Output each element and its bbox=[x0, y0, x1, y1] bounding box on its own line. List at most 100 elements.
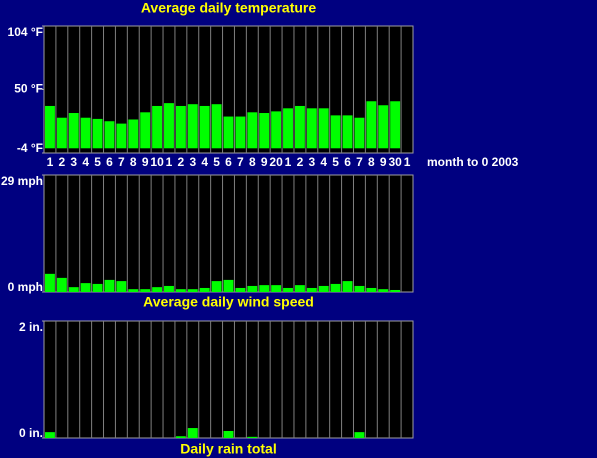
bar bbox=[92, 118, 103, 149]
bar bbox=[390, 101, 401, 149]
bar bbox=[259, 285, 270, 292]
bar bbox=[247, 112, 258, 149]
bar bbox=[116, 281, 127, 292]
bar bbox=[128, 119, 139, 149]
chart-title: Average daily wind speed bbox=[143, 294, 314, 310]
y-tick-label: 0 mph bbox=[8, 280, 43, 294]
bar bbox=[294, 105, 305, 149]
bar bbox=[378, 105, 389, 149]
bar bbox=[235, 116, 246, 149]
bar bbox=[271, 111, 282, 149]
plot-area bbox=[43, 174, 414, 293]
bar bbox=[294, 285, 305, 292]
bar bbox=[354, 285, 365, 292]
bar bbox=[366, 101, 377, 149]
bar bbox=[247, 436, 258, 438]
x-tick-label: 8 bbox=[249, 155, 256, 169]
bar bbox=[175, 105, 186, 149]
x-tick-label: 9 bbox=[142, 155, 149, 169]
x-tick-label: 4 bbox=[82, 155, 89, 169]
x-tick-label: 2 bbox=[178, 155, 185, 169]
bar bbox=[318, 108, 329, 149]
x-tick-label: 1 bbox=[404, 155, 411, 169]
bar bbox=[175, 289, 186, 292]
bar bbox=[56, 117, 67, 149]
y-tick-label: 2 in. bbox=[19, 320, 43, 334]
bar bbox=[45, 273, 55, 292]
x-tick-label: 3 bbox=[189, 155, 196, 169]
bar bbox=[259, 113, 270, 149]
x-tick-label: 6 bbox=[106, 155, 113, 169]
y-tick-label: -4 °F bbox=[17, 141, 43, 155]
bar bbox=[318, 285, 329, 292]
x-tick-label: 8 bbox=[368, 155, 375, 169]
bar bbox=[140, 112, 151, 149]
bar bbox=[56, 277, 67, 292]
x-tick-label: 7 bbox=[118, 155, 125, 169]
x-tick-label: 9 bbox=[380, 155, 387, 169]
bar bbox=[223, 430, 234, 438]
x-tick-label: 1 bbox=[285, 155, 292, 169]
bar bbox=[140, 289, 151, 292]
bar bbox=[354, 117, 365, 149]
bar bbox=[306, 287, 317, 292]
y-tick-label: 50 °F bbox=[14, 82, 43, 96]
bar bbox=[104, 121, 115, 149]
bar bbox=[247, 285, 258, 292]
bar bbox=[92, 283, 103, 292]
x-tick-label: 5 bbox=[332, 155, 339, 169]
bar bbox=[330, 283, 341, 292]
bar bbox=[68, 287, 79, 292]
bar bbox=[378, 289, 389, 292]
bar bbox=[116, 123, 127, 149]
y-tick-label: 29 mph bbox=[1, 174, 43, 188]
bar bbox=[211, 104, 222, 149]
bar bbox=[164, 285, 174, 292]
y-tick-label: 0 in. bbox=[19, 426, 43, 440]
bar bbox=[45, 432, 55, 438]
x-tick-label: 10 bbox=[150, 155, 164, 169]
x-tick-label: 6 bbox=[225, 155, 232, 169]
bar bbox=[128, 289, 139, 292]
x-tick-label: 8 bbox=[130, 155, 137, 169]
bar bbox=[342, 115, 353, 149]
x-tick-label: 9 bbox=[261, 155, 268, 169]
bar bbox=[211, 281, 222, 292]
bar bbox=[80, 117, 91, 149]
bar bbox=[366, 287, 377, 292]
chart-title: Daily rain total bbox=[180, 441, 276, 457]
x-tick-label: 3 bbox=[308, 155, 315, 169]
x-tick-label: 2 bbox=[297, 155, 304, 169]
y-tick-label: 104 °F bbox=[8, 25, 43, 39]
chart-title: Average daily temperature bbox=[141, 0, 317, 16]
x-tick-label: 4 bbox=[201, 155, 208, 169]
bar bbox=[306, 108, 317, 149]
x-tick-label: 5 bbox=[213, 155, 220, 169]
x-tick-label: 2 bbox=[59, 155, 66, 169]
x-tick-label: 30 bbox=[388, 155, 402, 169]
bar bbox=[152, 105, 163, 149]
bar bbox=[152, 287, 163, 292]
x-tick-label: 3 bbox=[70, 155, 77, 169]
bar bbox=[223, 279, 234, 292]
bar bbox=[342, 281, 353, 292]
bar bbox=[187, 289, 198, 292]
bar bbox=[199, 287, 210, 292]
bar bbox=[68, 113, 79, 149]
bar bbox=[354, 432, 365, 438]
x-tick-label: 1 bbox=[47, 155, 54, 169]
bar bbox=[199, 105, 210, 149]
bar bbox=[80, 283, 91, 292]
bar bbox=[330, 115, 341, 149]
x-axis-label: month to 0 2003 bbox=[427, 155, 519, 169]
bar bbox=[235, 287, 246, 292]
x-tick-label: 1 bbox=[166, 155, 173, 169]
bar bbox=[187, 428, 198, 438]
bar bbox=[104, 279, 115, 292]
x-tick-label: 7 bbox=[237, 155, 244, 169]
bar bbox=[283, 108, 293, 149]
plot-area bbox=[43, 320, 414, 439]
x-tick-label: 5 bbox=[94, 155, 101, 169]
x-tick-label: 7 bbox=[356, 155, 363, 169]
